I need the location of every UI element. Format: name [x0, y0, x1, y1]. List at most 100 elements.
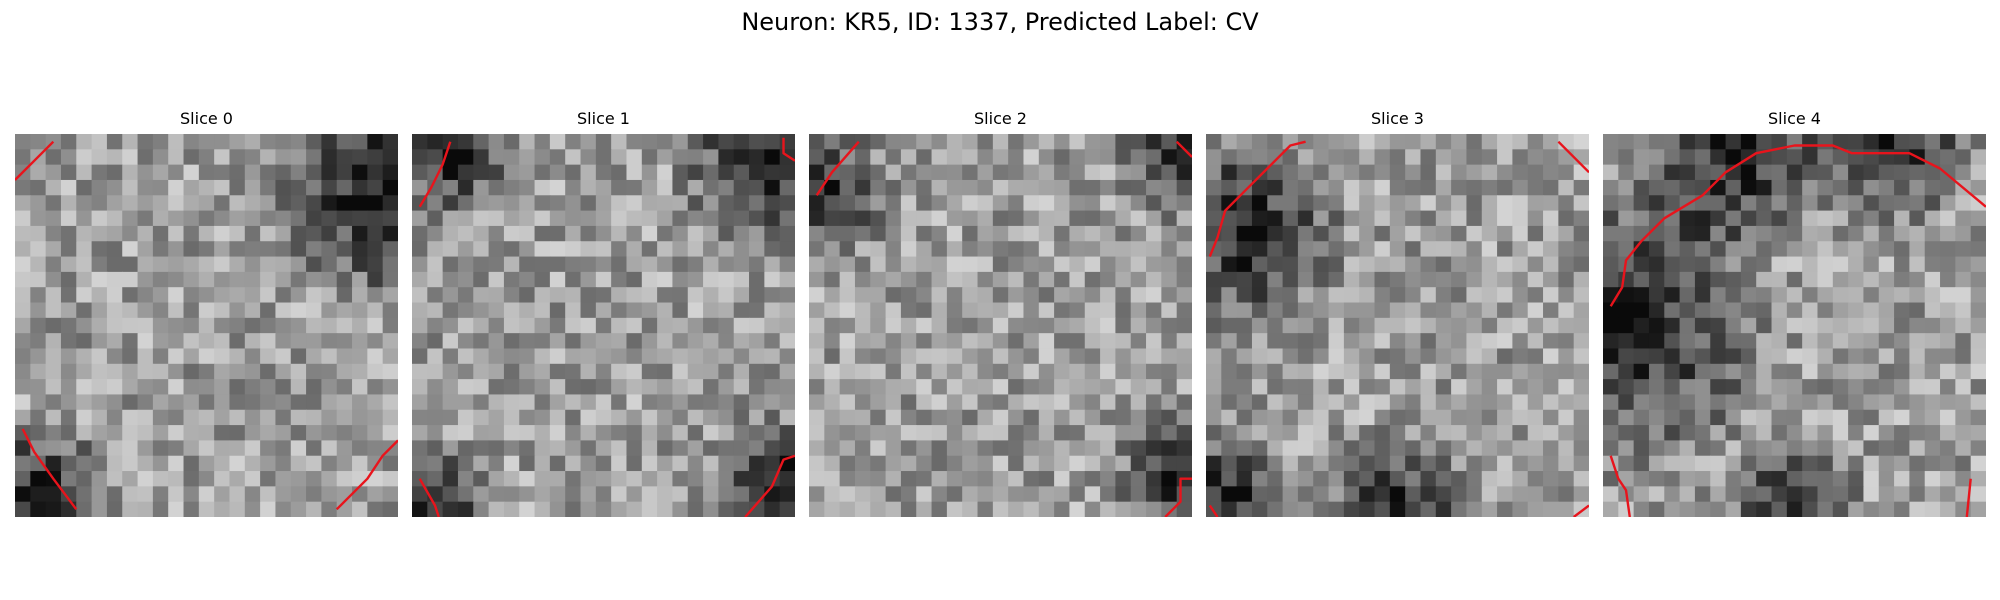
- pixel-cell: [1054, 348, 1071, 365]
- pixel-cell: [76, 225, 93, 242]
- pixel-cell: [427, 271, 444, 288]
- pixel-cell: [1481, 195, 1498, 212]
- pixel-cell: [1558, 210, 1575, 227]
- pixel-cell: [1481, 363, 1498, 380]
- pixel-cell: [45, 348, 62, 365]
- pixel-cell: [1633, 164, 1650, 181]
- pixel-cell: [519, 271, 536, 288]
- pixel-cell: [1894, 149, 1910, 166]
- pixel-cell: [336, 179, 353, 196]
- pixel-cell: [1008, 195, 1025, 212]
- pixel-cell: [565, 179, 582, 196]
- pixel-cell: [779, 394, 795, 411]
- pixel-cell: [503, 271, 520, 288]
- pixel-cell: [1771, 302, 1788, 319]
- pixel-cell: [1848, 210, 1865, 227]
- pixel-cell: [885, 256, 902, 273]
- pixel-cell: [672, 348, 689, 365]
- pixel-cell: [1924, 394, 1941, 411]
- pixel-cell: [534, 394, 551, 411]
- pixel-cell: [1023, 425, 1040, 441]
- pixel-cell: [1054, 501, 1071, 517]
- pixel-cell: [611, 333, 628, 350]
- pixel-cell: [1740, 179, 1757, 196]
- pixel-cell: [916, 440, 933, 457]
- pixel-cell: [1832, 333, 1849, 350]
- pixel-cell: [1251, 333, 1268, 350]
- pixel-cell: [1909, 134, 1926, 150]
- pixel-cell: [1512, 455, 1529, 472]
- pixel-cell: [565, 379, 582, 396]
- pixel-cell: [244, 287, 261, 304]
- pixel-cell: [1909, 210, 1926, 227]
- pixel-cell: [290, 409, 307, 426]
- pixel-cell: [1146, 394, 1162, 411]
- pixel-cell: [962, 333, 979, 350]
- pixel-cell: [1161, 241, 1178, 258]
- pixel-cell: [45, 241, 62, 258]
- pixel-cell: [244, 394, 261, 411]
- pixel-cell: [870, 225, 887, 242]
- pixel-cell: [534, 501, 551, 517]
- pixel-cell: [1527, 134, 1544, 150]
- pixel-cell: [703, 455, 719, 472]
- pixel-cell: [1038, 225, 1055, 242]
- pixel-cell: [1389, 195, 1406, 212]
- pixel-cell: [764, 271, 781, 288]
- pixel-cell: [45, 287, 62, 304]
- pixel-cell: [1435, 486, 1452, 503]
- pixel-cell: [457, 333, 474, 350]
- pixel-cell: [367, 409, 384, 426]
- pixel-cell: [488, 210, 505, 227]
- pixel-cell: [1161, 287, 1178, 304]
- pixel-cell: [1297, 409, 1314, 426]
- pixel-cell: [427, 195, 444, 212]
- pixel-cell: [931, 179, 948, 196]
- pixel-cell: [1527, 256, 1544, 273]
- pixel-cell: [214, 287, 231, 304]
- pixel-cell: [977, 348, 994, 365]
- pixel-cell: [76, 471, 93, 487]
- pixel-cell: [321, 225, 338, 242]
- pixel-cell: [1466, 225, 1483, 242]
- pixel-cell: [1817, 333, 1834, 350]
- pixel-cell: [214, 471, 231, 487]
- pixel-cell: [1451, 363, 1468, 380]
- pixel-cell: [336, 134, 353, 150]
- pixel-cell: [1558, 409, 1575, 426]
- pixel-cell: [106, 317, 123, 334]
- pixel-cell: [839, 179, 856, 196]
- pixel-cell: [1038, 256, 1055, 273]
- pixel-cell: [1909, 440, 1926, 457]
- pixel-cell: [1008, 287, 1025, 304]
- pixel-cell: [1008, 333, 1025, 350]
- pixel-cell: [168, 471, 185, 487]
- pixel-cell: [733, 164, 750, 181]
- pixel-cell: [1603, 164, 1619, 181]
- pixel-cell: [1206, 256, 1222, 273]
- pixel-cell: [1710, 348, 1727, 365]
- pixel-cell: [1558, 455, 1575, 472]
- pixel-cell: [1618, 409, 1635, 426]
- pixel-cell: [1008, 501, 1025, 517]
- pixel-cell: [457, 486, 474, 503]
- pixel-cell: [519, 210, 536, 227]
- pixel-cell: [473, 134, 490, 150]
- pixel-cell: [321, 271, 338, 288]
- pixel-cell: [1802, 134, 1819, 150]
- pixel-cell: [580, 333, 597, 350]
- pixel-cell: [611, 455, 628, 472]
- pixel-cell: [1940, 348, 1956, 365]
- pixel-cell: [916, 287, 933, 304]
- pixel-cell: [1176, 317, 1192, 334]
- contour-line: [1557, 140, 1589, 174]
- pixel-cell: [214, 195, 231, 212]
- pixel-cell: [992, 409, 1009, 426]
- slice-title-2: Slice 2: [974, 109, 1027, 128]
- pixel-cell: [580, 149, 597, 166]
- pixel-cell: [1146, 348, 1162, 365]
- pixel-cell: [534, 164, 551, 181]
- pixel-cell: [1405, 333, 1422, 350]
- pixel-cell: [1786, 379, 1803, 396]
- pixel-cell: [1633, 501, 1650, 517]
